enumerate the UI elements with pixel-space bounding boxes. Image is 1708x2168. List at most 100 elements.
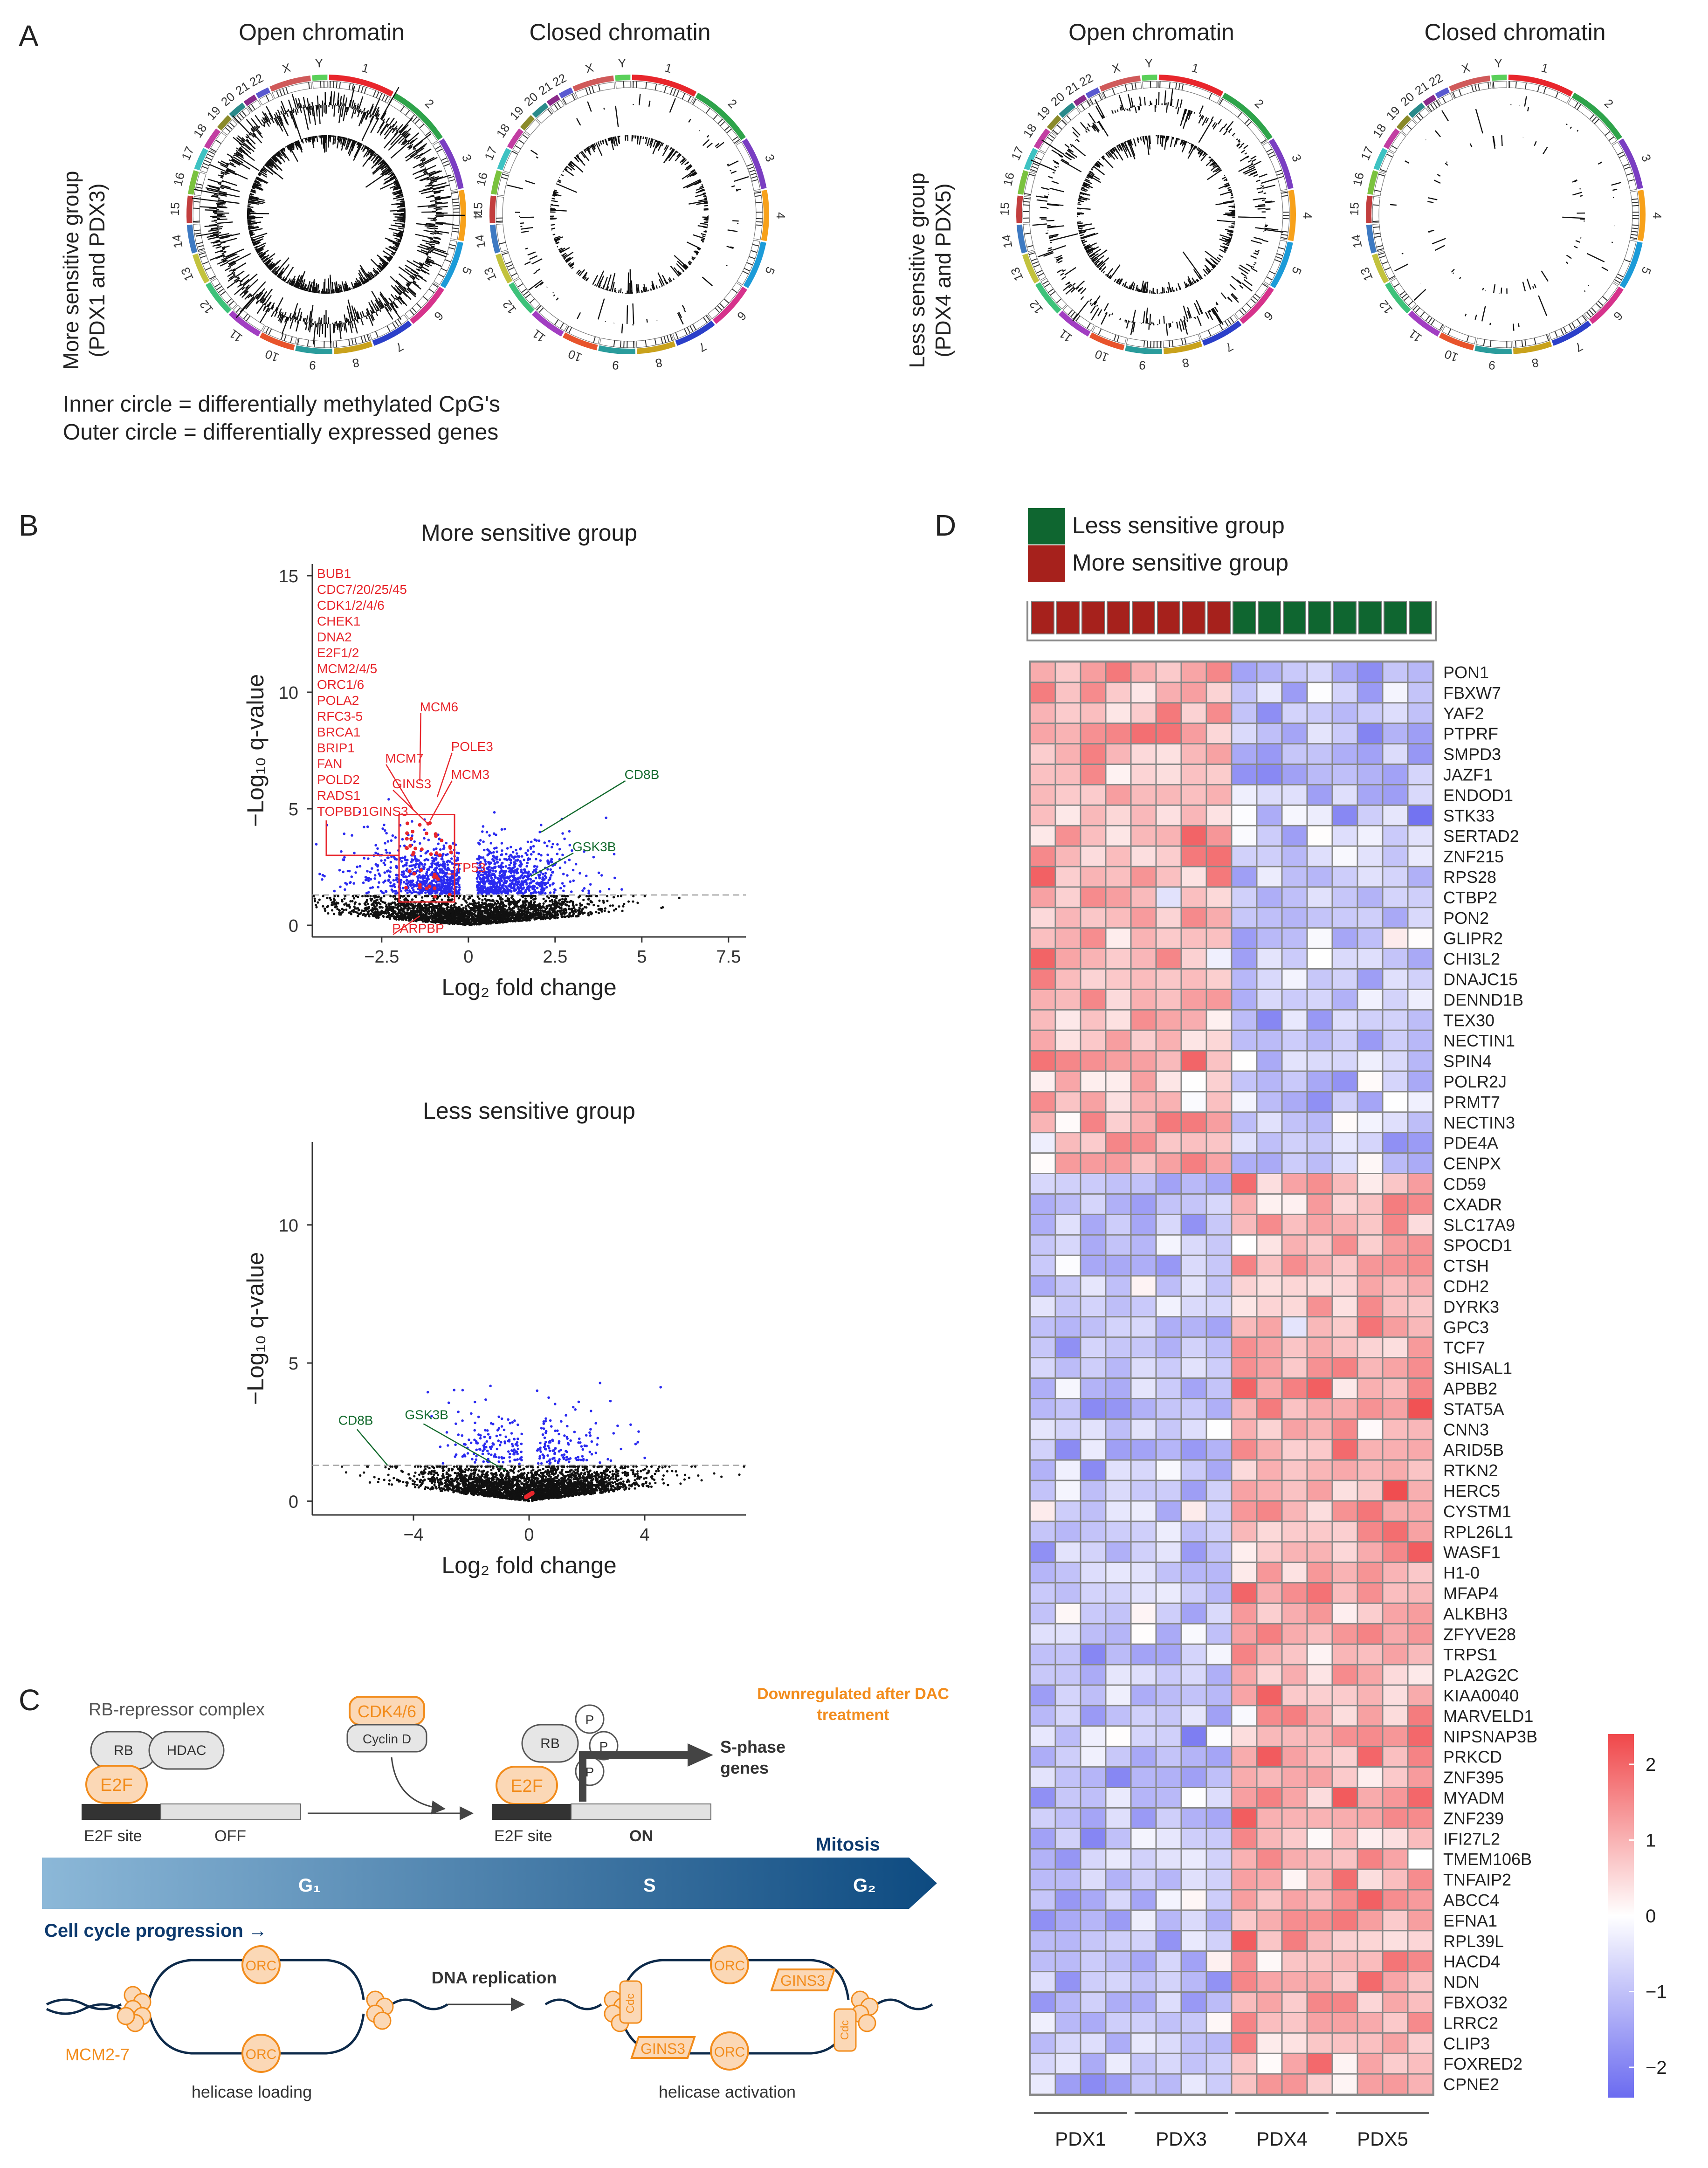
expression-bar — [247, 136, 248, 138]
expression-bar — [244, 290, 248, 295]
methylation-bar — [1097, 160, 1104, 167]
expression-bar — [250, 295, 253, 297]
expression-bar — [520, 227, 533, 230]
expression-bar — [363, 112, 367, 118]
methylation-bar — [657, 142, 663, 151]
expression-bar — [207, 189, 220, 193]
expression-bar — [231, 157, 233, 158]
expression-bar — [1061, 269, 1064, 271]
ideogram-stripe — [755, 201, 762, 203]
expression-bar — [419, 176, 430, 181]
methylation-bar — [372, 268, 379, 275]
ideogram-stripe — [1617, 151, 1624, 156]
ideogram-stripe — [1430, 104, 1435, 110]
expression-bar — [236, 137, 244, 144]
expression-bar — [263, 124, 266, 126]
expression-bar — [220, 171, 225, 174]
nonsignificant-point — [345, 902, 348, 905]
expression-bar — [405, 289, 409, 294]
methylation-bar — [1572, 192, 1582, 196]
expression-bar — [1047, 225, 1065, 229]
methylation-bar — [1428, 197, 1438, 200]
expression-bar — [286, 317, 289, 321]
ideogram-stripe — [717, 118, 723, 124]
methylation-bar — [1181, 140, 1185, 147]
expression-bar — [238, 148, 255, 161]
expression-bar — [281, 101, 287, 113]
chromosome-label: 18 — [1370, 121, 1389, 140]
expression-bar — [423, 172, 428, 174]
expression-bar — [419, 148, 432, 157]
ideogram-stripe — [1554, 331, 1558, 337]
expression-bar — [409, 139, 414, 144]
ideogram-band — [258, 93, 274, 106]
expression-bar — [370, 114, 372, 118]
expression-bar — [308, 311, 312, 323]
y-tick-label: 10 — [279, 683, 298, 703]
methylation-bar — [397, 193, 403, 196]
methylation-bar — [306, 138, 308, 141]
chromosome-label: 19 — [1034, 103, 1054, 123]
ideogram-stripe — [1244, 118, 1250, 124]
expression-bar — [683, 309, 686, 312]
chromosome-label: 17 — [1008, 145, 1026, 163]
nonsignificant-point — [349, 900, 352, 903]
chromosome-band — [1268, 138, 1294, 189]
methylation-bar — [1206, 267, 1211, 273]
chromosome-band — [392, 92, 443, 140]
ideogram-stripe — [675, 332, 679, 339]
expression-bar — [329, 323, 331, 344]
methylation-bar — [1445, 163, 1448, 166]
ideogram-stripe — [214, 283, 220, 288]
ideogram-stripe — [1033, 163, 1040, 166]
expression-bar — [1188, 110, 1192, 120]
ideogram-stripe — [1124, 84, 1128, 91]
expression-bar — [379, 121, 385, 129]
expression-bar — [239, 296, 255, 313]
methylation-bar — [1081, 186, 1085, 189]
expression-bar — [1133, 105, 1135, 107]
ideogram-stripe — [726, 128, 732, 134]
ideogram-stripe — [1036, 270, 1043, 274]
methylation-bar — [1093, 165, 1105, 175]
methylation-bar — [317, 284, 319, 294]
chromosome-band — [1059, 103, 1075, 118]
expression-bar — [351, 321, 354, 329]
methylation-bar — [689, 261, 692, 264]
expression-bar — [257, 292, 263, 300]
expression-bar — [1085, 130, 1088, 133]
methylation-bar — [680, 154, 682, 157]
methylation-bar — [258, 249, 269, 257]
chromosome-label: 12 — [500, 297, 519, 317]
expression-bar — [399, 126, 406, 134]
ideogram-stripe — [1452, 92, 1456, 98]
expression-bar — [372, 107, 377, 116]
expression-bar — [1114, 110, 1116, 113]
ideogram-stripe — [522, 134, 528, 139]
expression-bar — [1064, 144, 1070, 148]
methylation-bar — [1178, 283, 1181, 290]
expression-bar — [1091, 307, 1100, 321]
expression-bar — [278, 314, 282, 322]
chromosome-band — [186, 224, 198, 254]
chromosome-label: 17 — [179, 145, 197, 163]
expression-bar — [1262, 185, 1275, 189]
methylation-bar — [312, 136, 315, 141]
expression-bar — [394, 131, 399, 136]
ideogram-stripe — [724, 126, 730, 131]
expression-bar — [225, 172, 228, 174]
expression-bar — [298, 98, 302, 108]
expression-bar — [343, 322, 346, 331]
methylation-bar — [361, 145, 365, 151]
expression-bar — [413, 133, 432, 148]
expression-bar — [422, 159, 426, 162]
methylation-bar — [682, 264, 688, 269]
methylation-bar — [262, 257, 269, 262]
methylation-bar — [1101, 156, 1105, 160]
expression-bar — [207, 236, 220, 240]
expression-bar — [1086, 126, 1089, 129]
expression-bar — [402, 292, 408, 297]
expression-bar — [1057, 260, 1063, 264]
methylation-bar — [689, 172, 697, 177]
methylation-bar — [1133, 138, 1136, 147]
